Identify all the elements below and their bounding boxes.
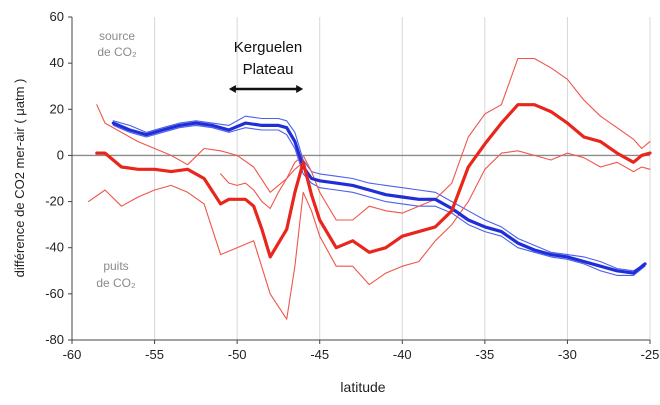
y-axis-title: différence de CO2 mer-air ( μatm ) — [12, 79, 27, 278]
y-tick-label: 60 — [50, 9, 64, 24]
series-line — [95, 103, 652, 259]
x-tick-label: -60 — [63, 347, 82, 362]
series-line — [96, 57, 651, 221]
x-tick-label: -35 — [475, 347, 494, 362]
x-tick-label: -50 — [228, 347, 247, 362]
source-label-line2: de CO₂ — [97, 45, 137, 59]
y-tick-label: -60 — [45, 286, 64, 301]
grid-layer — [72, 17, 651, 340]
plateau-arrow-right-head — [296, 85, 304, 93]
series-line — [112, 115, 646, 272]
series-layer — [87, 57, 652, 320]
plateau-label-line1: Kerguelen — [234, 39, 302, 56]
x-tick-label: -40 — [393, 347, 412, 362]
annotation-layer: source de CO₂ puits de CO₂ Kerguelen Pla… — [96, 29, 304, 290]
series-line — [220, 161, 304, 210]
source-label-line1: source — [99, 29, 135, 43]
x-tick-label: -55 — [145, 347, 164, 362]
y-tick-label: -20 — [45, 194, 64, 209]
y-tick-label: -80 — [45, 332, 64, 347]
series-line — [87, 150, 651, 320]
y-tick-label: -40 — [45, 240, 64, 255]
y-tick-label: 0 — [57, 147, 64, 162]
x-axis-title: latitude — [340, 379, 385, 395]
x-tick-label: -30 — [558, 347, 577, 362]
sink-label-line2: de CO₂ — [96, 276, 136, 290]
x-tick-label: -25 — [641, 347, 660, 362]
plateau-label-line2: Plateau — [243, 61, 294, 78]
series-line — [112, 124, 646, 276]
x-tick-label: -45 — [310, 347, 329, 362]
sink-label-line1: puits — [103, 259, 128, 273]
plateau-arrow-left-head — [228, 85, 236, 93]
series-line — [111, 121, 647, 275]
y-tick-label: 20 — [50, 101, 64, 116]
y-tick-label: 40 — [50, 55, 64, 70]
